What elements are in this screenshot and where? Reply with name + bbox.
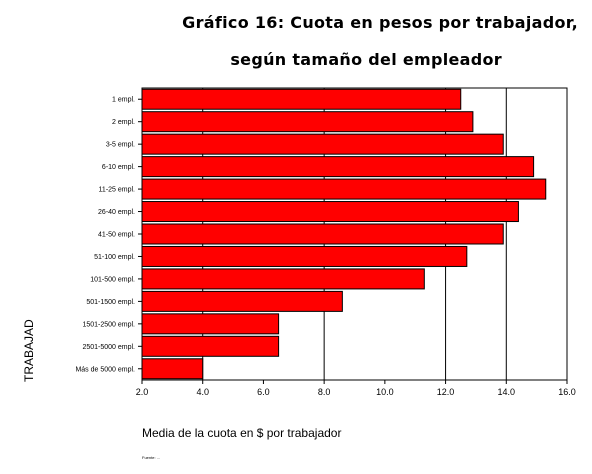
x-tick-label: 14.0 (498, 387, 516, 397)
bar (141, 88, 462, 110)
category-label: 1 empl. (112, 97, 135, 104)
chart-title-line1: Gráfico 16: Cuota en pesos por trabajado… (182, 13, 578, 32)
category-label: Más de 5000 empl. (75, 366, 135, 373)
category-label: 2 empl. (112, 119, 135, 126)
bar (141, 358, 204, 380)
bar (141, 335, 280, 357)
x-tick-label: 16.0 (558, 387, 576, 397)
category-label: 51-100 empl. (94, 254, 135, 261)
bar (141, 111, 474, 133)
category-label: 6-10 empl. (102, 164, 135, 171)
x-tick-label: 6.0 (257, 387, 270, 397)
bar (141, 245, 468, 267)
x-axis-label: Media de la cuota en $ por trabajador (142, 426, 342, 440)
x-tick-label: 2.0 (136, 387, 149, 397)
bar (141, 268, 425, 290)
bar (141, 156, 535, 178)
source-note: Fuente: ... (142, 455, 161, 460)
x-tick-label: 4.0 (196, 387, 209, 397)
category-label: 2501-5000 empl. (82, 344, 135, 351)
category-label: 3-5 empl. (106, 142, 135, 149)
bar (141, 201, 519, 223)
plot-frame (141, 87, 568, 381)
bar (141, 133, 504, 155)
bar (141, 290, 343, 312)
x-tick-label: 8.0 (318, 387, 331, 397)
category-label: 101-500 empl. (90, 276, 135, 283)
category-label: 501-1500 empl. (86, 299, 135, 306)
chart-title-line2: según tamaño del empleador (230, 50, 502, 69)
category-label: 26-40 empl. (98, 209, 135, 216)
y-axis-label: TRABAJAD (22, 319, 36, 382)
x-tick-label: 10.0 (376, 387, 394, 397)
category-label: 11-25 empl. (99, 187, 136, 194)
category-label: 41-50 empl. (98, 232, 135, 239)
bar (141, 313, 280, 335)
category-label: 1501-2500 empl. (82, 321, 135, 328)
bar (141, 223, 504, 245)
bar (141, 178, 547, 200)
x-tick-label: 12.0 (437, 387, 455, 397)
